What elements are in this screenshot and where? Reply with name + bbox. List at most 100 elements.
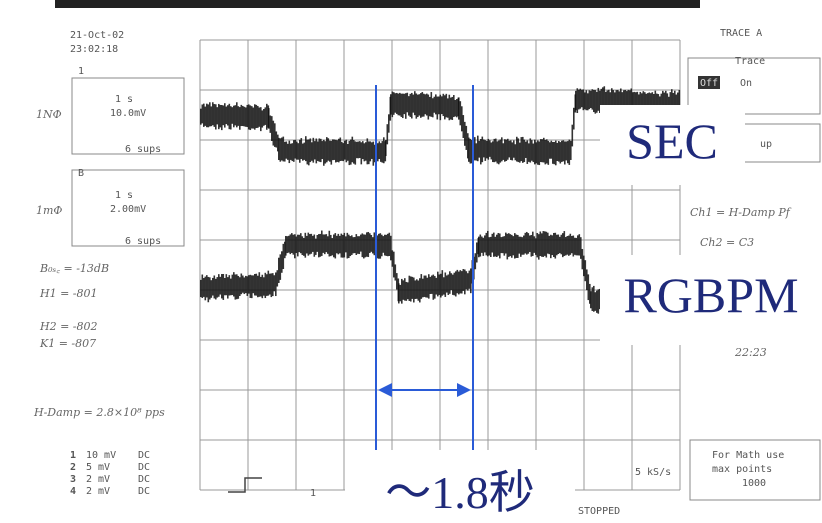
trace-band (517, 235, 519, 258)
trace-band (332, 238, 334, 255)
trace-band (290, 144, 292, 160)
trace-band (427, 278, 429, 298)
trace-band (393, 252, 395, 278)
trace-band (274, 123, 276, 147)
scale: 10.0mV (110, 108, 146, 119)
trace-band (574, 238, 576, 255)
trace-band (495, 237, 497, 257)
trace-band (589, 90, 591, 109)
trace-band (525, 233, 527, 254)
trace-band (336, 236, 338, 253)
trace-band (211, 106, 213, 126)
trace-band (253, 275, 255, 293)
sec-label: SEC (626, 113, 718, 169)
trace-band (203, 104, 205, 127)
trace-band (502, 237, 504, 253)
trace-band (281, 251, 283, 272)
sample-rate: 5 kS/s (635, 467, 671, 478)
trace-band (560, 142, 562, 163)
trace-band (325, 141, 327, 163)
trace-band (373, 142, 375, 166)
trace-band (468, 138, 470, 162)
trace-band (410, 94, 412, 117)
trace-band (426, 94, 428, 116)
trace-band (370, 141, 372, 161)
trace-band (206, 275, 208, 297)
trace-band (577, 235, 579, 255)
trace-band (284, 142, 286, 162)
trace-band (484, 235, 486, 252)
trace-band (212, 278, 214, 296)
trace-band (248, 275, 250, 293)
trace-band (317, 235, 319, 252)
trace-band (561, 235, 563, 255)
trace-label: TRACE A (720, 28, 762, 39)
trace-band (567, 236, 569, 255)
trace-band (349, 141, 351, 165)
trace-band (298, 143, 300, 160)
trace-band (266, 274, 268, 296)
trace-band (417, 95, 419, 117)
trace-band (592, 89, 594, 109)
trace-band (579, 234, 581, 255)
trace-band (564, 231, 566, 256)
trace-band (266, 104, 268, 130)
trace-band (401, 279, 403, 304)
trace-band (317, 141, 319, 161)
trace-band (247, 105, 249, 127)
trace-band (563, 140, 565, 161)
trace-band (272, 273, 274, 296)
trace-band (548, 141, 550, 165)
trace-band (205, 277, 207, 301)
trace-band (230, 279, 232, 296)
trace-band (424, 276, 426, 297)
trace-band (330, 235, 332, 256)
trace-band (537, 233, 539, 257)
trace-band (507, 139, 509, 160)
trace-band (405, 93, 407, 119)
trace-band (592, 287, 594, 311)
trace-band (598, 88, 600, 111)
trace-band (490, 237, 492, 257)
trace-band (404, 278, 406, 300)
input-number: 4 (70, 486, 76, 497)
trace-band (233, 106, 235, 128)
trace-band (456, 99, 458, 117)
trace-band (241, 274, 243, 295)
trace-band (549, 142, 551, 158)
trace-band (455, 100, 457, 116)
timebase: 1 s (115, 190, 133, 201)
trace-band (483, 139, 485, 157)
trace-band (354, 237, 356, 253)
trace-band (470, 268, 472, 293)
trace-title: Trace (735, 56, 765, 67)
trace-band (202, 275, 204, 298)
trace-band (323, 140, 325, 166)
trace-band (332, 139, 334, 160)
trace-band (364, 143, 366, 161)
trace-band (496, 235, 498, 257)
trace-band (558, 141, 560, 162)
setup-label: up (760, 139, 772, 150)
trace-band (220, 105, 222, 127)
trace-band (573, 108, 575, 130)
trace-band (544, 231, 546, 256)
trace-band (340, 137, 342, 161)
trace-band (361, 142, 363, 164)
trace-band (552, 235, 554, 255)
trace-band (320, 234, 322, 257)
trace-band (455, 271, 457, 296)
trace-band (536, 142, 538, 163)
trace-band (395, 93, 397, 112)
math-line: 1000 (742, 478, 766, 489)
trace-band (478, 237, 480, 258)
trace-band (406, 282, 408, 301)
trace-band (457, 270, 459, 293)
trace-band (220, 277, 222, 295)
note: Ch2 = C3 (700, 236, 754, 249)
trace-band (221, 274, 223, 298)
trace-band (519, 143, 521, 163)
trace-band (226, 107, 228, 125)
trace-band (229, 275, 231, 295)
trace-band (287, 144, 289, 160)
